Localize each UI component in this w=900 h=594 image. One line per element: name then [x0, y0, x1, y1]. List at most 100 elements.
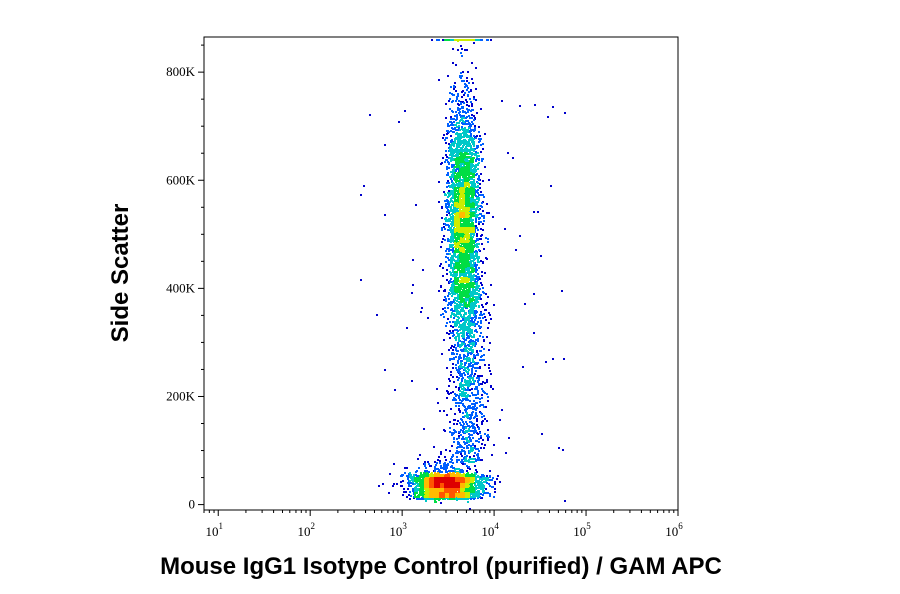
event-point: [455, 274, 457, 276]
event-point: [479, 398, 481, 400]
event-point: [467, 283, 469, 285]
event-point: [449, 121, 451, 123]
event-point: [489, 370, 491, 372]
event-point: [461, 117, 463, 119]
event-point: [462, 436, 464, 438]
event-point: [452, 48, 454, 50]
event-point: [470, 273, 472, 275]
event-point: [468, 319, 470, 321]
event-point: [470, 407, 472, 409]
event-point: [489, 470, 491, 472]
event-point: [389, 473, 391, 475]
event-point: [453, 429, 455, 431]
event-point: [450, 278, 452, 280]
event-point: [449, 421, 451, 423]
event-point: [468, 461, 470, 463]
event-point: [484, 166, 486, 168]
event-point: [463, 450, 465, 452]
event-point: [450, 130, 452, 132]
event-point: [478, 276, 480, 278]
event-point: [438, 456, 440, 458]
event-point: [481, 284, 483, 286]
event-point: [481, 421, 483, 423]
event-point: [477, 321, 479, 323]
event-point: [473, 255, 475, 257]
event-point: [483, 475, 485, 477]
event-point: [481, 243, 483, 245]
event-point: [455, 367, 457, 369]
event-point: [414, 480, 416, 482]
event-point: [466, 319, 468, 321]
event-point: [419, 454, 421, 456]
event-point: [478, 205, 480, 207]
event-point: [384, 214, 386, 216]
event-point: [401, 475, 403, 477]
event-point: [558, 447, 560, 449]
event-point: [451, 174, 453, 176]
event-point: [454, 302, 456, 304]
event-point: [447, 206, 449, 208]
event-point: [428, 471, 430, 473]
event-point: [534, 104, 536, 106]
event-point: [487, 327, 489, 329]
event-point: [453, 169, 455, 171]
event-point: [477, 456, 479, 458]
event-point: [492, 216, 494, 218]
event-point: [463, 254, 465, 256]
event-point: [447, 391, 449, 393]
event-point: [473, 173, 475, 175]
event-point: [466, 430, 468, 432]
event-point: [456, 152, 458, 154]
event-point: [454, 305, 456, 307]
event-point: [458, 238, 460, 240]
event-point: [451, 358, 453, 360]
event-point: [468, 142, 470, 144]
event-point: [475, 394, 477, 396]
event-point: [445, 256, 447, 258]
event-point: [406, 496, 408, 498]
event-point: [449, 246, 451, 248]
event-point: [468, 82, 470, 84]
event-point: [464, 415, 466, 417]
event-point: [449, 157, 451, 159]
event-point: [450, 461, 452, 463]
event-point: [450, 408, 452, 410]
event-point: [493, 304, 495, 306]
event-point: [456, 271, 458, 273]
event-point: [452, 363, 454, 365]
event-point: [472, 437, 474, 439]
event-point: [470, 374, 472, 376]
event-point: [463, 447, 465, 449]
event-point: [468, 289, 470, 291]
event-point: [476, 264, 478, 266]
event-point: [457, 109, 459, 111]
event-point: [473, 334, 475, 336]
event-point: [476, 293, 478, 295]
event-point: [478, 249, 480, 251]
event-point: [452, 144, 454, 146]
event-point: [460, 360, 462, 362]
event-point: [394, 389, 396, 391]
event-point: [462, 107, 464, 109]
event-point: [412, 481, 414, 483]
event-point: [465, 437, 467, 439]
event-point: [451, 308, 453, 310]
event-point: [468, 122, 470, 124]
event-point: [455, 180, 457, 182]
event-point: [481, 234, 483, 236]
event-point: [461, 96, 463, 98]
event-point: [400, 485, 402, 487]
event-point: [478, 441, 480, 443]
event-point: [446, 214, 448, 216]
event-point: [476, 494, 478, 496]
event-point: [438, 499, 440, 501]
event-point: [461, 48, 463, 50]
event-point: [483, 313, 485, 315]
event-point: [462, 270, 464, 272]
event-point: [468, 270, 470, 272]
event-point: [462, 171, 464, 173]
event-point: [462, 366, 464, 368]
event-point: [458, 322, 460, 324]
event-point: [462, 146, 464, 148]
event-point: [482, 439, 484, 441]
